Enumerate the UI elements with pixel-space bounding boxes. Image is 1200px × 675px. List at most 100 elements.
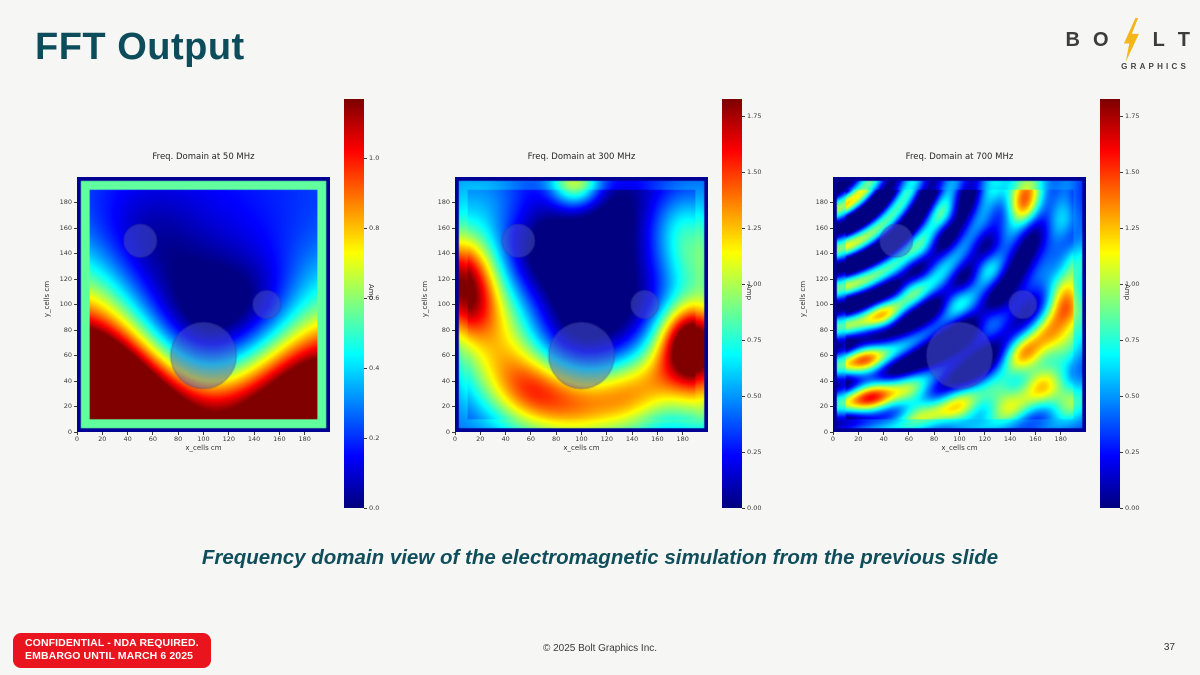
copyright-text: © 2025 Bolt Graphics Inc.	[542, 643, 658, 654]
y-tick-label: 140	[437, 249, 450, 257]
heatmap-canvas	[455, 177, 708, 432]
x-tick-label: 140	[1003, 435, 1017, 443]
colorbar-tick-mark	[742, 451, 745, 453]
confidential-line-1: CONFIDENTIAL - NDA REQUIRED.	[25, 637, 199, 649]
y-tick-mark	[830, 329, 833, 331]
y-tick-label: 0	[445, 427, 450, 436]
x-tick-label: 20	[476, 435, 485, 443]
y-tick-label: 120	[437, 274, 450, 283]
x-tick-mark	[228, 432, 230, 435]
x-tick-mark	[152, 432, 154, 435]
colorbar-tick-mark	[742, 395, 745, 397]
x-tick-mark	[203, 432, 204, 435]
heatmap-canvas	[833, 177, 1086, 432]
colorbar-tick-label: 0.6	[369, 293, 380, 302]
y-tick-mark	[74, 431, 77, 433]
y-tick-mark	[830, 431, 833, 433]
y-tick-mark	[74, 406, 77, 407]
y-tick-label: 120	[59, 274, 72, 283]
y-tick-mark	[452, 355, 455, 356]
y-tick-label: 20	[63, 402, 72, 410]
logo-letter-l: L	[1152, 29, 1165, 51]
y-tick-mark	[452, 329, 455, 331]
x-tick-label: 100	[197, 435, 210, 443]
y-tick-mark	[74, 278, 77, 280]
colorbar-tick-label: 1.50	[1125, 168, 1140, 177]
x-tick-mark	[959, 432, 960, 435]
x-tick-mark	[304, 432, 306, 435]
y-tick-label: 100	[437, 300, 450, 308]
colorbar-tick-mark	[364, 157, 367, 159]
colorbar-tick-mark	[364, 367, 367, 369]
y-tick-mark	[830, 202, 833, 203]
colorbar-tick-mark	[1120, 451, 1123, 453]
colorbar	[722, 99, 742, 508]
x-tick-mark	[127, 432, 129, 435]
colorbar-tick-mark	[1120, 116, 1123, 118]
colorbar-tick-label: 1.25	[1125, 224, 1140, 233]
x-tick-mark	[933, 432, 935, 435]
x-tick-label: 20	[854, 435, 863, 443]
colorbar-tick-mark	[742, 284, 745, 285]
colorbar-tick-mark	[742, 172, 745, 174]
slide-caption: Frequency domain view of the electromagn…	[201, 546, 999, 569]
colorbar-tick-label: 1.00	[747, 280, 762, 288]
x-tick-label: 0	[830, 435, 836, 443]
x-tick-label: 80	[174, 435, 183, 443]
confidential-banner: CONFIDENTIAL - NDA REQUIRED. EMBARGO UNT…	[13, 633, 211, 668]
y-tick-mark	[452, 202, 455, 203]
x-tick-mark	[101, 432, 103, 435]
x-tick-mark	[278, 432, 280, 435]
y-tick-mark	[452, 406, 455, 407]
x-tick-label: 80	[552, 435, 561, 443]
y-tick-mark	[452, 431, 455, 433]
y-tick-mark	[830, 253, 833, 254]
y-tick-label: 140	[59, 249, 72, 257]
colorbar-tick-mark	[742, 507, 745, 509]
colorbar-tick-label: 0.75	[1125, 335, 1140, 344]
colorbar-tick-mark	[742, 339, 745, 341]
plot-title: Freq. Domain at 300 MHz	[527, 152, 636, 162]
colorbar-tick-mark	[364, 507, 367, 509]
x-tick-mark	[857, 432, 859, 435]
logo-letter-t: T	[1177, 29, 1190, 51]
figure-freq-domain-700mhz: Freq. Domain at 700 MHz x_cells cm y_cel…	[796, 95, 1164, 525]
colorbar-tick-label: 1.00	[1125, 280, 1140, 288]
y-tick-label: 160	[815, 223, 828, 232]
colorbar-tick-mark	[1120, 284, 1123, 285]
y-tick-mark	[452, 380, 455, 382]
y-tick-label: 100	[59, 300, 72, 308]
colorbar-tick-mark	[1120, 339, 1123, 341]
x-tick-label: 40	[501, 435, 510, 443]
x-tick-label: 120	[978, 435, 991, 443]
y-tick-label: 40	[63, 376, 72, 385]
x-tick-label: 0	[74, 435, 80, 443]
y-tick-mark	[830, 380, 833, 382]
x-tick-mark	[832, 432, 834, 435]
colorbar-tick-label: 0.00	[1125, 503, 1140, 512]
x-tick-mark	[1060, 432, 1062, 435]
colorbar-tick-label: 0.8	[369, 223, 380, 232]
colorbar-tick-label: 1.50	[747, 168, 762, 177]
y-tick-mark	[452, 278, 455, 280]
colorbar-tick-mark	[742, 228, 745, 230]
y-tick-mark	[830, 406, 833, 407]
x-tick-label: 100	[953, 435, 966, 443]
colorbar-tick-label: 0.25	[1125, 447, 1140, 456]
x-tick-mark	[177, 432, 179, 435]
y-tick-label: 60	[441, 351, 450, 359]
x-tick-label: 180	[676, 435, 689, 443]
y-tick-mark	[74, 355, 77, 356]
x-tick-label: 60	[904, 435, 914, 443]
y-tick-mark	[452, 227, 455, 229]
x-tick-mark	[505, 432, 507, 435]
y-tick-label: 20	[819, 402, 828, 410]
logo-subtitle: GRAPHICS	[1121, 62, 1189, 71]
y-tick-mark	[74, 304, 77, 305]
x-tick-mark	[454, 432, 456, 435]
colorbar-tick-mark	[1120, 172, 1123, 174]
x-tick-mark	[984, 432, 986, 435]
x-axis-label: x_cells cm	[563, 444, 600, 452]
colorbar-tick-mark	[1120, 395, 1123, 397]
colorbar	[1100, 99, 1120, 508]
